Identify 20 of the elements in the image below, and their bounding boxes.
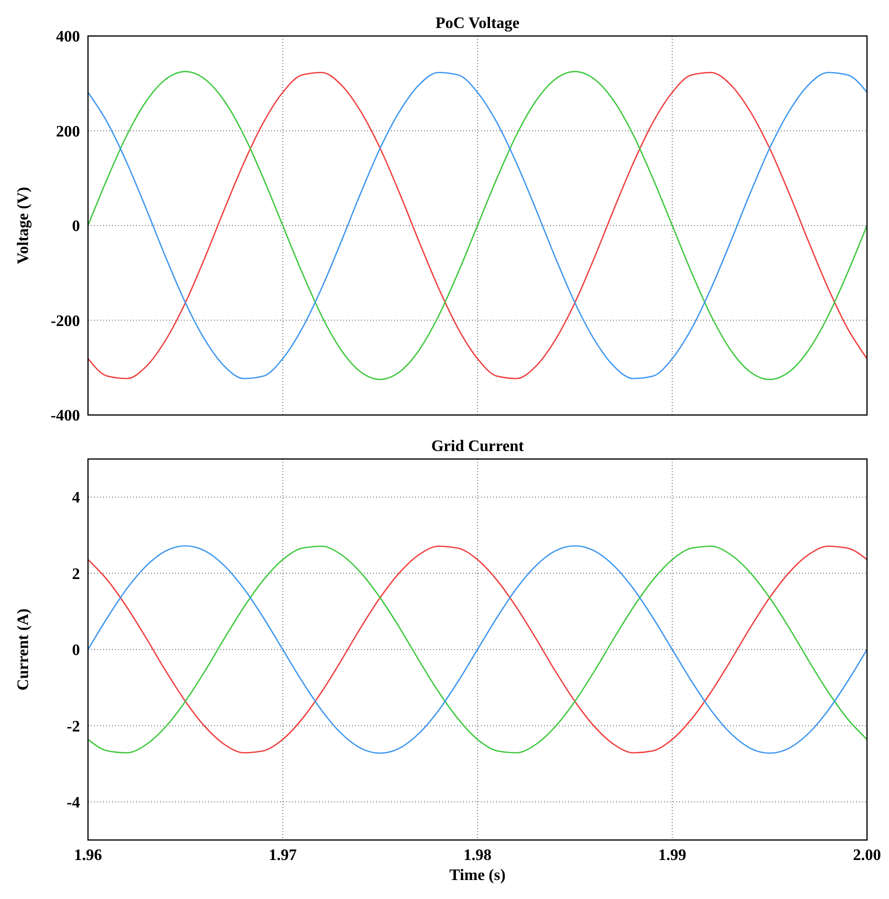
chart-title: PoC Voltage xyxy=(436,15,520,32)
chart-title: Grid Current xyxy=(431,438,524,455)
y-tick-label: 2 xyxy=(72,566,80,583)
x-tick-label: 1.99 xyxy=(658,847,686,864)
y-tick-label: -200 xyxy=(50,312,80,330)
x-tick-label: 1.96 xyxy=(74,847,102,864)
x-tick-label: 2.00 xyxy=(853,847,881,864)
y-axis-title: Current (A) xyxy=(15,608,32,690)
y-tick-label: 200 xyxy=(56,123,80,140)
y-tick-label: -2 xyxy=(66,718,80,736)
y-axis-title: Voltage (V) xyxy=(15,186,32,264)
y-tick-label: -4 xyxy=(66,794,80,812)
y-tick-label: 4 xyxy=(72,490,80,507)
y-tick-label: -400 xyxy=(50,408,80,425)
x-axis-title: Time (s) xyxy=(449,867,506,884)
x-tick-label: 1.97 xyxy=(268,847,297,864)
x-tick-label: 1.98 xyxy=(464,847,492,864)
y-tick-label: 0 xyxy=(72,218,80,236)
y-tick-label: 0 xyxy=(72,642,80,660)
y-tick-label: 400 xyxy=(56,28,80,46)
